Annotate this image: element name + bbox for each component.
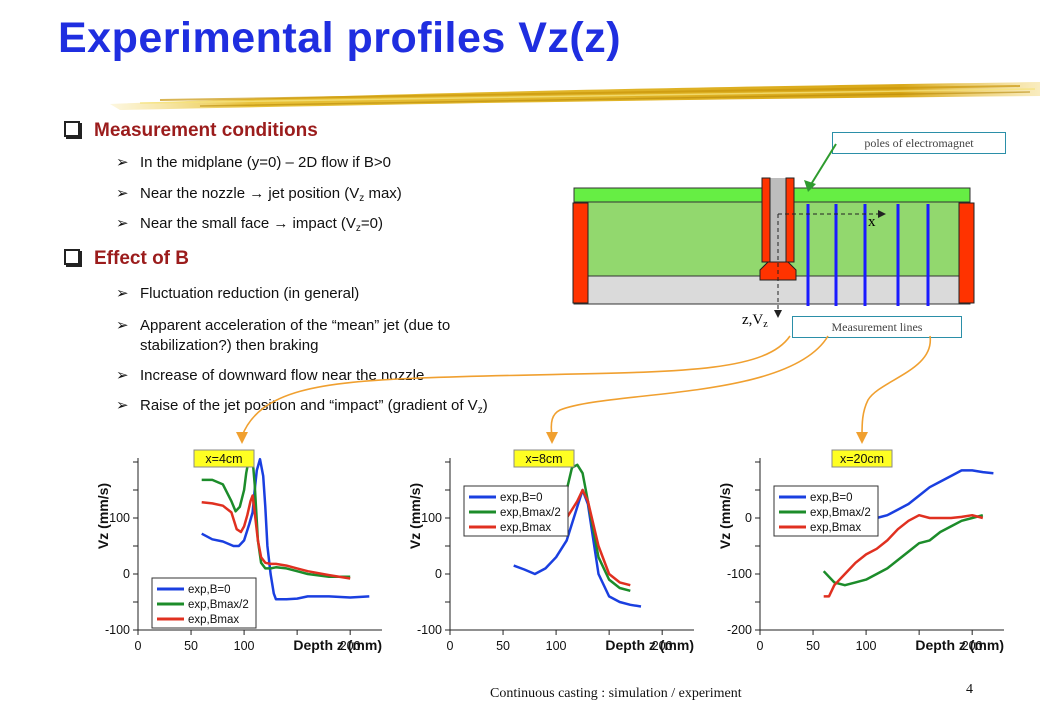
x-tick-label: 50: [184, 639, 198, 653]
arrow-bullet-icon: ➢: [116, 317, 129, 334]
x-tick-label: 100: [546, 639, 567, 653]
z-axis-label: z,Vz: [742, 312, 768, 330]
footer-text: Continuous casting : simulation / experi…: [490, 686, 742, 701]
arrow-bullet-icon: ➢: [116, 154, 129, 171]
title-underline-brush: [110, 82, 1040, 110]
y-tick-label: 0: [435, 567, 442, 581]
y-axis-label: Vz (mm/s): [717, 483, 733, 549]
poles-label: poles of electromagnet: [832, 132, 1006, 154]
series-line: [822, 513, 984, 587]
x-tick-label: 100: [234, 639, 255, 653]
legend-label: exp,Bmax: [188, 614, 239, 626]
arrow-bullet-icon: ➢: [116, 285, 129, 302]
bullet-item: ➢ In the midplane (y=0) – 2D flow if B>0: [116, 154, 391, 171]
connector-arrows: [236, 143, 931, 444]
chart-label: x=4cm: [205, 452, 242, 466]
y-tick-label: 100: [421, 511, 442, 525]
series-line: [823, 513, 984, 598]
x-tick-label: 0: [135, 639, 142, 653]
z-axis-arrow-icon: [774, 310, 782, 318]
bullet-item: ➢ Increase of downward flow near the nozz…: [116, 367, 425, 384]
x-tick-label: 200: [340, 639, 361, 653]
x-axis-arrow-icon: [878, 210, 886, 218]
nozzle-left-wall: [761, 177, 771, 263]
x-tick-label: 50: [806, 639, 820, 653]
arrow-to-chart-2: [550, 335, 829, 437]
y-tick-label: 0: [123, 567, 130, 581]
arrow-bullet-icon: ➢: [116, 397, 129, 414]
x-tick-label: 50: [496, 639, 510, 653]
arrow-head-icon: [546, 432, 558, 444]
y-tick-label: 100: [109, 511, 130, 525]
page-number: 4: [966, 682, 973, 697]
x-tick-label: 0: [757, 639, 764, 653]
x-tick-label: 0: [447, 639, 454, 653]
arrow-head-icon: [236, 432, 248, 444]
legend-label: exp,Bmax/2: [500, 507, 561, 519]
bullet-item: ➢ Near the small face → impact (Vz=0): [116, 215, 384, 234]
section-heading-effect-of-b: Effect of B: [64, 248, 189, 270]
legend-label: exp,B=0: [500, 492, 543, 504]
y-axis-label: Vz (mm/s): [407, 483, 423, 549]
legend-label: exp,Bmax: [500, 522, 551, 534]
chart-label-box: [831, 449, 893, 468]
series-line: [201, 457, 370, 601]
x-axis-label: Depth z (mm): [915, 637, 1004, 653]
checkbox-bullet-icon: [64, 121, 80, 137]
x-axis-label: Depth z (mm): [293, 637, 382, 653]
bullet-item: ➢ Fluctuation reduction (in general): [116, 285, 360, 302]
arrow-bullet-icon: ➢: [116, 367, 129, 384]
x-tick-label: 200: [652, 639, 673, 653]
checkbox-bullet-icon: [64, 249, 80, 265]
y-tick-label: -200: [727, 623, 752, 637]
measurement-lines-label: Measurement lines: [792, 316, 962, 338]
arrow-head-icon: [856, 432, 868, 444]
x-tick-label: 200: [962, 639, 983, 653]
section-heading-measurement: Measurement conditions: [64, 120, 318, 142]
mold-bottom-region: [573, 275, 971, 305]
y-tick-label: 0: [745, 511, 752, 525]
x-tick-label: 100: [856, 639, 877, 653]
chart-label-box: [513, 449, 575, 468]
series-line: [201, 494, 351, 580]
bullet-item: ➢ Apparent acceleration of the “mean” jet…: [116, 317, 451, 354]
series-line: [201, 456, 351, 579]
nozzle-right-wall: [785, 177, 795, 263]
legend-label: exp,B=0: [188, 584, 231, 596]
arrow-to-chart-3: [861, 335, 931, 437]
slide-title: Experimental profiles Vz(z): [58, 14, 622, 62]
mold-diagram: [572, 177, 975, 318]
chart-label: x=20cm: [840, 452, 884, 466]
legend-label: exp,Bmax/2: [810, 507, 871, 519]
y-tick-label: -100: [727, 567, 752, 581]
arrow-bullet-icon: ➢: [116, 185, 129, 202]
y-tick-label: -100: [105, 623, 130, 637]
y-tick-label: -100: [417, 623, 442, 637]
x-axis-label: x: [868, 214, 876, 230]
right-pole: [958, 202, 975, 304]
left-pole: [572, 202, 589, 304]
bullet-item: ➢ Near the nozzle → jet position (Vz max): [116, 185, 402, 204]
legend-label: exp,Bmax/2: [188, 599, 249, 611]
poles-pointer-line: [809, 143, 837, 187]
bullet-item: ➢ Raise of the jet position and “impact” …: [116, 397, 488, 416]
y-axis-label: Vz (mm/s): [95, 483, 111, 549]
arrow-to-chart-1: [241, 335, 791, 437]
legend-label: exp,Bmax: [810, 522, 861, 534]
chart-label-box: [193, 449, 255, 468]
legend-label: exp,B=0: [810, 492, 853, 504]
x-axis-label: Depth z (mm): [605, 637, 694, 653]
chart-label: x=8cm: [525, 452, 562, 466]
poles-pointer-arrow-icon: [804, 180, 816, 192]
arrow-bullet-icon: ➢: [116, 215, 129, 232]
